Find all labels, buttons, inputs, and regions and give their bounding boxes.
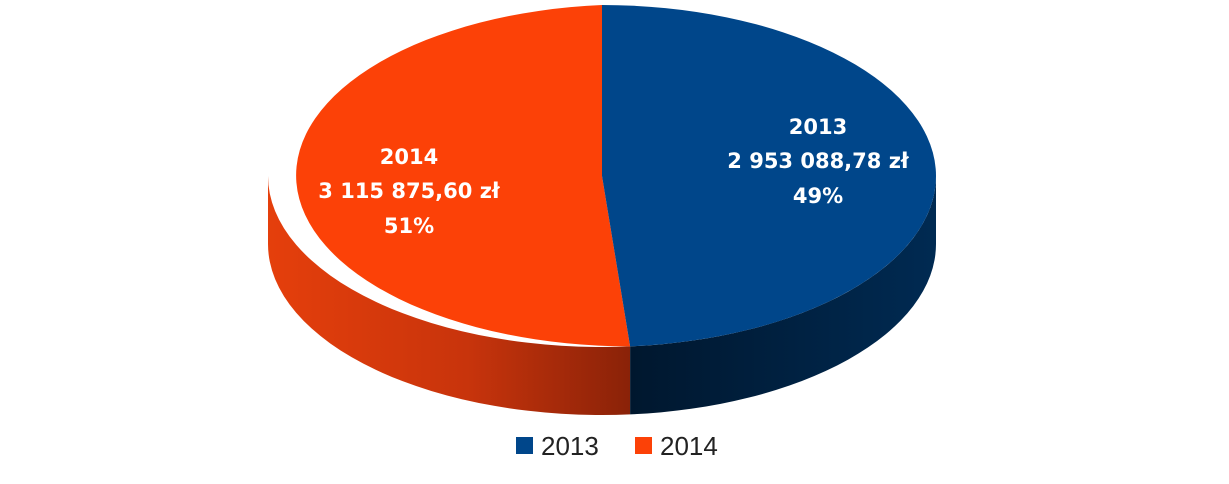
pie-slice-2013[interactable] [602, 5, 937, 347]
legend: 2013 2014 [516, 431, 718, 461]
legend-label-2013: 2013 [541, 431, 599, 461]
legend-swatch-2013 [516, 437, 533, 454]
pie-side-walls [268, 176, 937, 416]
legend-swatch-2014 [635, 437, 652, 454]
data-label-2014-name: 2014 [380, 145, 438, 169]
data-label-2013: 2013 2 953 088,78 zł 49% [727, 115, 910, 208]
legend-label-2014: 2014 [660, 431, 718, 461]
data-label-2013-value: 2 953 088,78 zł [727, 149, 910, 173]
pie-side-2013 [630, 176, 937, 415]
data-label-2013-name: 2013 [789, 115, 847, 139]
data-label-2014: 2014 3 115 875,60 zł 51% [318, 145, 501, 238]
data-label-2014-value: 3 115 875,60 zł [318, 179, 501, 203]
data-label-2013-percent: 49% [793, 184, 843, 208]
pie-side-2014 [268, 176, 631, 416]
pie-top [296, 5, 937, 347]
pie-slice-2014[interactable] [296, 5, 631, 347]
data-label-2014-percent: 51% [384, 214, 434, 238]
